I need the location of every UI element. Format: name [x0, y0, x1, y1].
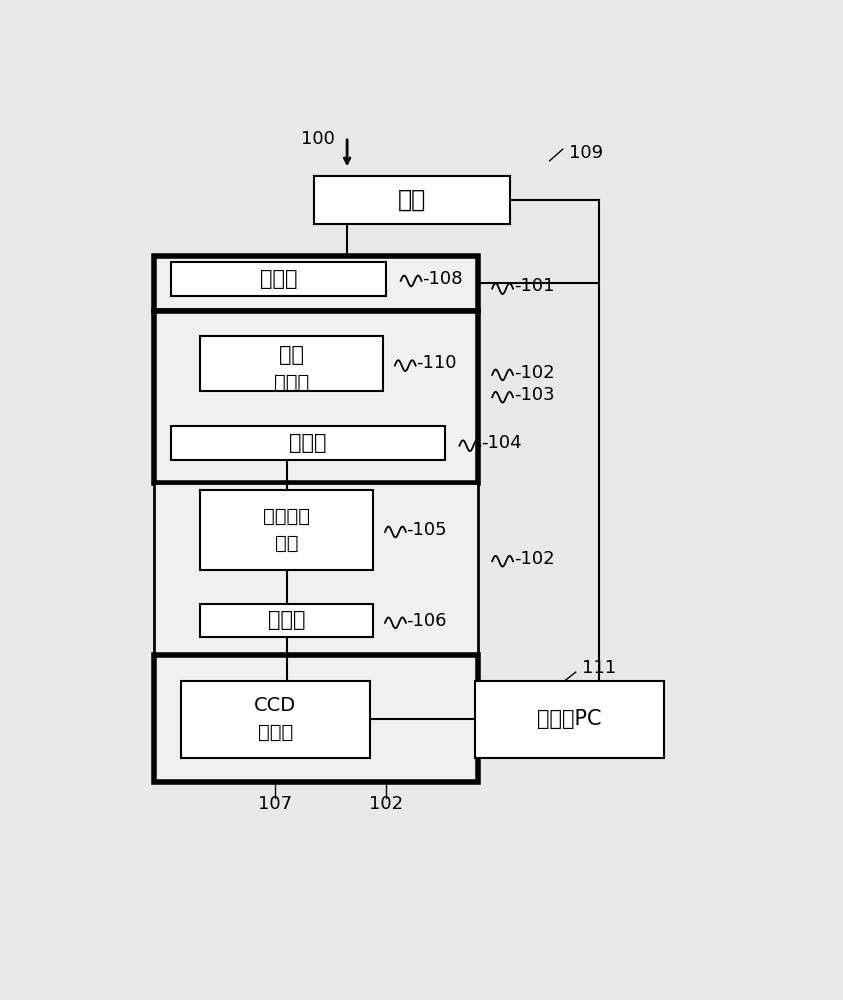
Text: 滤波器: 滤波器	[268, 610, 305, 631]
Text: -110: -110	[416, 354, 457, 372]
Bar	[154, 256, 478, 311]
Text: 物镜光学
系统: 物镜光学 系统	[263, 507, 310, 553]
Text: 109: 109	[569, 144, 604, 162]
Text: -102: -102	[513, 364, 555, 382]
Text: -105: -105	[406, 521, 447, 539]
Text: 标本: 标本	[279, 345, 304, 365]
Text: 100: 100	[301, 130, 335, 148]
Text: 107: 107	[258, 795, 293, 813]
Text: 102: 102	[369, 795, 403, 813]
Text: -108: -108	[422, 270, 463, 288]
Text: CCD
照相机: CCD 照相机	[255, 696, 296, 742]
Bar	[170, 262, 386, 296]
Bar	[200, 490, 373, 570]
Text: -101: -101	[513, 277, 554, 295]
Text: 载物台: 载物台	[289, 433, 326, 453]
Bar	[154, 311, 478, 483]
Bar	[180, 681, 370, 758]
Text: 培养器: 培养器	[274, 373, 309, 392]
Bar	[154, 655, 478, 782]
Bar	[154, 483, 478, 782]
Text: -106: -106	[406, 611, 447, 630]
Bar	[475, 681, 664, 758]
Text: -103: -103	[513, 386, 555, 404]
Text: -102: -102	[513, 550, 555, 568]
Bar	[314, 176, 511, 224]
Bar	[170, 426, 445, 460]
Text: -104: -104	[481, 434, 522, 452]
Bar	[200, 336, 383, 391]
Bar	[200, 604, 373, 637]
Text: 滤波器: 滤波器	[260, 269, 298, 289]
Text: 控制器PC: 控制器PC	[537, 709, 602, 729]
Text: 光源: 光源	[398, 188, 427, 212]
Text: 111: 111	[583, 659, 616, 677]
